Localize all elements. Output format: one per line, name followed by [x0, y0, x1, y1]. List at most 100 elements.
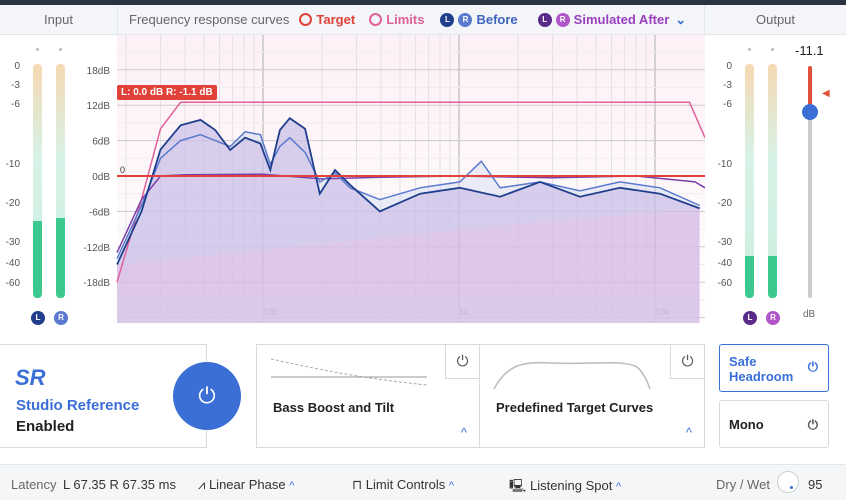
left-channel-badge: L: [440, 12, 455, 27]
limit-icon: ⊓: [352, 477, 366, 492]
legend-target[interactable]: Target: [299, 12, 355, 27]
scale-tick: 0: [14, 61, 20, 72]
dry-wet-label: Dry / Wet: [716, 477, 770, 492]
legend-before[interactable]: L R Before: [440, 12, 518, 27]
monitor-icon: 🖳: [509, 478, 530, 493]
scale-tick: -30: [717, 237, 732, 248]
input-header: Input: [0, 5, 117, 35]
curves-header: Frequency response curves Target Limits …: [117, 5, 705, 35]
output-meter-right: [768, 64, 777, 298]
chevron-up-icon: ^: [448, 480, 455, 492]
power-icon: ⏻: [807, 359, 818, 374]
level-tooltip: L: 0.0 dB R: -1.1 dB: [117, 85, 217, 100]
y-tick-label: -12dB: [83, 243, 110, 254]
chevron-up-icon[interactable]: ^: [685, 425, 692, 440]
output-label: Output: [755, 12, 796, 27]
peak-dot: [748, 48, 751, 51]
scale-tick: -40: [717, 258, 732, 269]
limit-controls-label: Limit Controls: [365, 477, 446, 492]
sr-logo: SR: [15, 365, 46, 390]
bass-boost-panel[interactable]: ⏻ Bass Boost and Tilt ^: [256, 344, 480, 448]
y-tick-label: 12dB: [87, 101, 111, 112]
output-gain-handle[interactable]: [802, 104, 818, 121]
gain-marker-icon: ◀: [822, 88, 830, 99]
legend-limits[interactable]: Limits: [369, 12, 424, 27]
scale-tick: -30: [5, 237, 20, 248]
listening-spot-button[interactable]: 🖳 Listening Spot ^: [509, 477, 621, 499]
scale-tick: -40: [5, 258, 20, 269]
peak-dot: [36, 48, 39, 51]
power-icon: ⏻: [681, 353, 694, 370]
safe-headroom-label: Safe Headroom: [729, 354, 794, 384]
scale-tick: -6: [723, 99, 732, 110]
input-meter-left: [33, 64, 42, 298]
target-curve-preview: [493, 361, 651, 390]
mono-label: Mono: [729, 417, 764, 432]
left-channel-badge: L: [537, 12, 552, 27]
output-meter-left: [745, 64, 754, 298]
legend-limits-label: Limits: [386, 12, 425, 27]
input-meter-right: [56, 64, 65, 298]
bass-power-button[interactable]: ⏻: [445, 345, 479, 379]
left-channel-badge: L: [31, 310, 45, 325]
dry-wet-knob[interactable]: [777, 471, 799, 493]
before-left-curve: [116, 116, 701, 265]
footer-bar: Latency L 67.35 R 67.35 ms ⩘ Linear Phas…: [0, 464, 846, 500]
bass-boost-label: Bass Boost and Tilt: [273, 400, 395, 415]
y-tick-label: 6dB: [92, 137, 110, 148]
studio-reference-panel: SR Studio Reference Enabled: [0, 344, 207, 448]
output-gain-value: -11.1: [795, 43, 824, 58]
chevron-up-icon: ^: [289, 480, 295, 492]
chevron-up-icon[interactable]: ^: [460, 425, 467, 440]
sr-status: Enabled: [16, 418, 75, 435]
linear-phase-button[interactable]: ⩘ Linear Phase ^: [198, 477, 294, 493]
limit-controls-button[interactable]: ⊓ Limit Controls ^: [352, 477, 454, 493]
scale-tick: -3: [723, 80, 732, 91]
safe-headroom-button[interactable]: Safe Headroom ⏻: [719, 344, 829, 392]
output-gain-slider[interactable]: [808, 66, 812, 298]
dry-wet-value: 95: [808, 477, 823, 492]
sr-title: Studio Reference: [16, 397, 140, 414]
legend-before-label: Before: [476, 12, 518, 27]
mono-button[interactable]: Mono ⏻: [719, 400, 829, 448]
bass-curve-preview: [270, 358, 428, 386]
y-tick-label: 18dB: [87, 66, 111, 77]
target-curves-label: Predefined Target Curves: [496, 400, 654, 415]
scale-tick: 0: [726, 61, 732, 72]
scale-tick: -6: [11, 99, 20, 110]
y-tick-label: -6dB: [89, 207, 110, 218]
circle-icon: [369, 13, 383, 26]
power-icon: ⏻: [456, 353, 469, 370]
sr-power-button[interactable]: ⏻: [173, 362, 241, 430]
listening-spot-label: Listening Spot: [529, 478, 613, 493]
scale-tick: -60: [5, 278, 20, 289]
waveform-icon: ⩘: [198, 477, 209, 492]
right-channel-badge: R: [458, 12, 473, 27]
y-tick-label: 0dB: [92, 172, 110, 183]
window-top-bar: [0, 0, 846, 5]
y-tick-label: -18dB: [83, 278, 110, 289]
peak-dot: [771, 48, 774, 51]
left-channel-badge: L: [743, 310, 757, 325]
legend-target-label: Target: [316, 12, 356, 27]
scale-tick: -10: [5, 159, 20, 170]
curves-title: Frequency response curves: [129, 12, 290, 27]
scale-tick: -60: [717, 278, 732, 289]
input-label: Input: [44, 12, 73, 27]
chevron-up-icon: ^: [616, 481, 622, 493]
scale-tick: -20: [5, 198, 20, 209]
scale-tick: -20: [717, 198, 732, 209]
output-header: Output: [705, 5, 846, 35]
right-channel-badge: R: [766, 310, 780, 325]
target-curves-panel[interactable]: ⏻ Predefined Target Curves ^: [479, 344, 705, 448]
legend-after[interactable]: L R Simulated After ⌄: [537, 11, 687, 28]
target-power-button[interactable]: ⏻: [670, 345, 704, 379]
power-icon: ⏻: [198, 383, 216, 408]
latency-value: L 67.35 R 67.35 ms: [63, 477, 176, 492]
latency-label: Latency: [11, 477, 57, 492]
right-channel-badge: R: [555, 12, 570, 27]
chevron-down-icon: ⌄: [675, 11, 687, 27]
zero-label: 0: [120, 165, 125, 175]
linear-phase-label: Linear Phase: [208, 477, 286, 492]
